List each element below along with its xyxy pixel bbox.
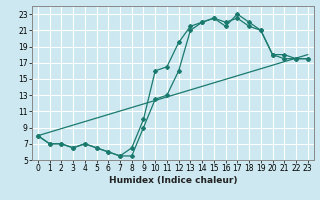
X-axis label: Humidex (Indice chaleur): Humidex (Indice chaleur): [108, 176, 237, 185]
